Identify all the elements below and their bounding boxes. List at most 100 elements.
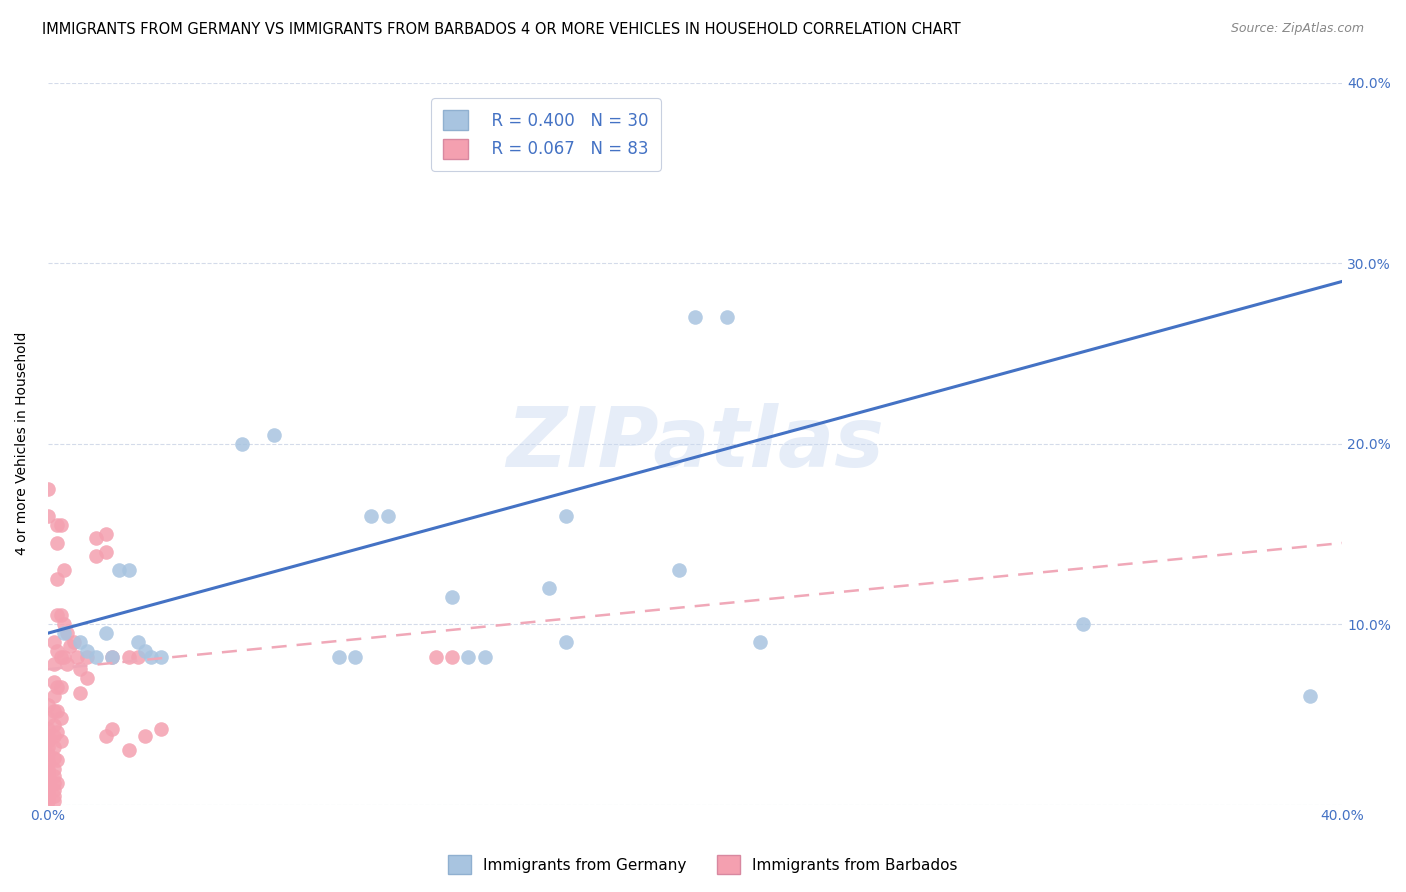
Point [425, 649, 447, 664]
Point [231, 437, 253, 451]
Point [716, 310, 738, 325]
Point [49, 608, 72, 623]
Point [84, 549, 107, 563]
Point [76, 671, 98, 685]
Point [127, 649, 149, 664]
Point [76, 644, 98, 658]
Point [52, 649, 75, 664]
Point [49, 649, 72, 664]
Point [141, 649, 163, 664]
Point [37, 787, 59, 801]
Legend:   R = 0.400   N = 30,   R = 0.067   N = 83: R = 0.400 N = 30, R = 0.067 N = 83 [432, 98, 661, 171]
Point [69, 686, 91, 700]
Point [37, 776, 59, 790]
Point [441, 590, 464, 604]
Point [37, 794, 59, 808]
Point [37, 772, 59, 787]
Point [377, 508, 399, 523]
Text: ZIPatlas: ZIPatlas [506, 403, 884, 484]
Point [56, 626, 79, 640]
Point [118, 563, 141, 577]
Point [441, 649, 464, 664]
Point [748, 635, 770, 649]
Text: Source: ZipAtlas.com: Source: ZipAtlas.com [1230, 22, 1364, 36]
Point [1073, 617, 1095, 632]
Point [118, 743, 141, 757]
Point [37, 482, 59, 496]
Point [62, 635, 84, 649]
Point [37, 739, 59, 754]
Point [52, 563, 75, 577]
Point [49, 711, 72, 725]
Point [76, 649, 98, 664]
Point [59, 639, 82, 653]
Point [44, 776, 66, 790]
Point [360, 508, 382, 523]
Point [37, 790, 59, 805]
Point [134, 729, 156, 743]
Point [37, 734, 59, 748]
Point [101, 649, 124, 664]
Point [101, 722, 124, 736]
Point [37, 754, 59, 768]
Point [46, 536, 69, 550]
Point [44, 704, 66, 718]
Point [37, 783, 59, 797]
Point [37, 729, 59, 743]
Point [52, 617, 75, 632]
Point [69, 662, 91, 676]
Point [44, 657, 66, 671]
Point [554, 508, 576, 523]
Point [538, 581, 561, 595]
Point [94, 527, 117, 541]
Point [328, 649, 350, 664]
Point [101, 649, 124, 664]
Point [46, 518, 69, 533]
Point [46, 681, 69, 695]
Point [554, 635, 576, 649]
Point [94, 626, 117, 640]
Point [44, 635, 66, 649]
Point [46, 644, 69, 658]
Point [263, 427, 285, 442]
Point [1299, 690, 1322, 704]
Point [44, 674, 66, 689]
Point [683, 310, 706, 325]
Point [84, 531, 107, 545]
Point [37, 722, 59, 736]
Point [46, 704, 69, 718]
Point [46, 608, 69, 623]
Point [474, 649, 496, 664]
Point [44, 739, 66, 754]
Point [49, 681, 72, 695]
Point [44, 690, 66, 704]
Legend: Immigrants from Germany, Immigrants from Barbados: Immigrants from Germany, Immigrants from… [441, 849, 965, 880]
Point [37, 711, 59, 725]
Point [44, 783, 66, 797]
Point [37, 765, 59, 780]
Point [37, 780, 59, 794]
Point [69, 635, 91, 649]
Point [37, 747, 59, 761]
Point [44, 762, 66, 776]
Point [44, 769, 66, 783]
Point [44, 718, 66, 732]
Point [150, 649, 173, 664]
Point [118, 649, 141, 664]
Y-axis label: 4 or more Vehicles in Household: 4 or more Vehicles in Household [15, 332, 30, 556]
Point [46, 572, 69, 586]
Point [44, 794, 66, 808]
Point [457, 649, 479, 664]
Point [44, 729, 66, 743]
Point [44, 789, 66, 803]
Point [1379, 4, 1402, 18]
Point [94, 545, 117, 559]
Point [108, 563, 131, 577]
Point [37, 769, 59, 783]
Point [66, 649, 89, 664]
Point [46, 752, 69, 766]
Point [49, 518, 72, 533]
Point [37, 698, 59, 713]
Point [668, 563, 690, 577]
Point [52, 626, 75, 640]
